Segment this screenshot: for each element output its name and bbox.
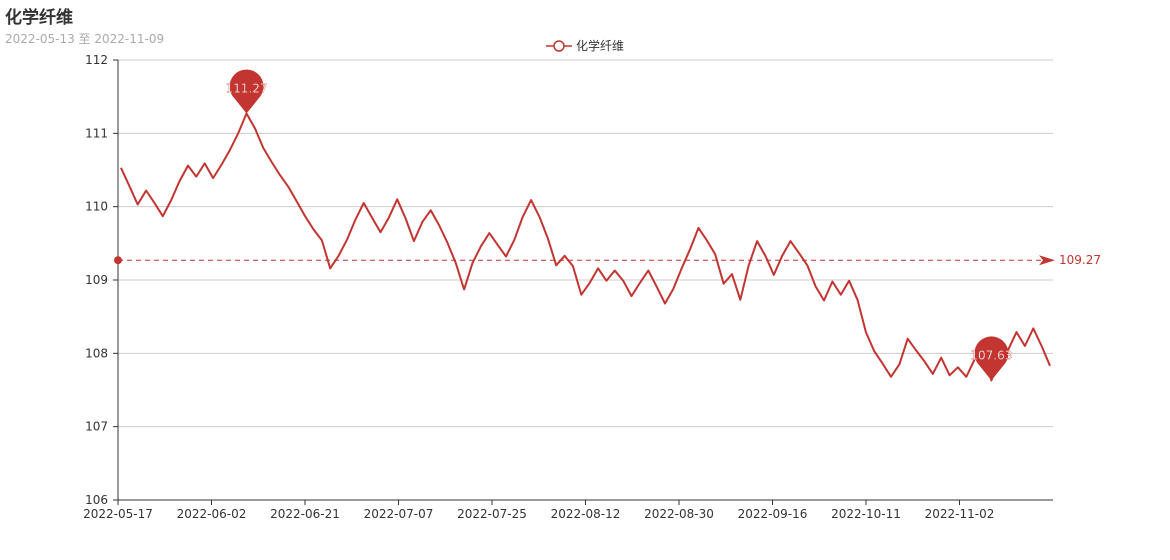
y-tick-label: 107 bbox=[85, 420, 108, 434]
y-tick-label: 109 bbox=[85, 273, 108, 287]
legend-label: 化学纤维 bbox=[576, 39, 625, 53]
series-line-化学纤维 bbox=[120, 112, 1051, 382]
series-lines bbox=[120, 112, 1051, 382]
x-tick-label: 2022-08-30 bbox=[644, 507, 714, 521]
pin-icon bbox=[974, 336, 1009, 381]
y-tick-label: 108 bbox=[85, 346, 108, 360]
x-tick-label: 2022-07-25 bbox=[457, 507, 527, 521]
mark-point-max: 111.27 bbox=[225, 69, 268, 114]
y-axis-ticks: 106 107 108 109 110 111 112 bbox=[85, 53, 118, 507]
chart-subtitle: 2022-05-13 至 2022-11-09 bbox=[5, 32, 165, 46]
mark-point-label: 107.63 bbox=[970, 348, 1012, 362]
legend[interactable]: 化学纤维 bbox=[546, 37, 624, 54]
y-tick-label: 106 bbox=[85, 493, 108, 507]
x-tick-label: 2022-06-02 bbox=[177, 507, 247, 521]
x-tick-label: 2022-09-16 bbox=[738, 507, 808, 521]
chart-title: 化学纤维 bbox=[5, 8, 73, 28]
x-axis: 2022-05-17 2022-06-02 2022-06-21 2022-07-07… bbox=[83, 60, 1053, 521]
mark-line-arrow bbox=[1039, 255, 1055, 266]
mark-point-label: 111.27 bbox=[226, 82, 268, 96]
mark-point-min: 107.63 bbox=[970, 336, 1013, 381]
grid-lines bbox=[118, 59, 1053, 501]
y-tick-label: 111 bbox=[85, 126, 108, 140]
y-tick-label: 110 bbox=[85, 200, 108, 214]
x-tick-label: 2022-06-21 bbox=[270, 507, 340, 521]
x-tick-label: 2022-08-12 bbox=[551, 507, 621, 521]
mark-line-label: 109.27 bbox=[1059, 253, 1101, 267]
pin-icon bbox=[229, 69, 264, 114]
mark-points: 111.27 107.63 bbox=[225, 69, 1013, 381]
x-tick-label: 2022-10-11 bbox=[831, 507, 901, 521]
average-mark-line: 109.27 bbox=[114, 253, 1101, 267]
legend-line-circle-icon bbox=[546, 39, 572, 52]
y-tick-label: 112 bbox=[85, 53, 108, 67]
x-tick-label: 2022-11-02 bbox=[925, 507, 995, 521]
x-tick-label: 2022-07-07 bbox=[364, 507, 434, 521]
x-tick-label: 2022-05-17 bbox=[83, 507, 153, 521]
